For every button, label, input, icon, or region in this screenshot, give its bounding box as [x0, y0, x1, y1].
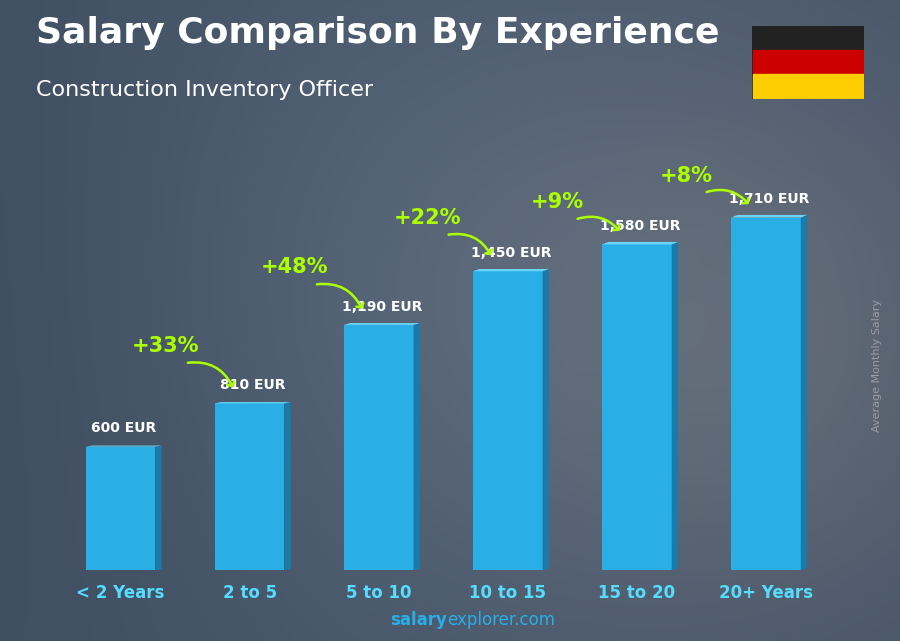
Text: 1,450 EUR: 1,450 EUR: [471, 246, 551, 260]
Polygon shape: [156, 445, 162, 570]
Text: explorer.com: explorer.com: [447, 612, 555, 629]
Bar: [86, 447, 156, 570]
Text: 1,710 EUR: 1,710 EUR: [729, 192, 809, 206]
Polygon shape: [86, 445, 162, 447]
Text: salary: salary: [391, 612, 447, 629]
Bar: [731, 217, 801, 570]
Bar: [752, 50, 863, 74]
Bar: [752, 26, 863, 50]
Text: +33%: +33%: [132, 336, 200, 356]
Text: 600 EUR: 600 EUR: [91, 421, 157, 435]
Polygon shape: [671, 242, 678, 570]
Text: 1,190 EUR: 1,190 EUR: [342, 299, 422, 313]
Bar: [215, 403, 284, 570]
Text: 1,580 EUR: 1,580 EUR: [599, 219, 680, 233]
FancyBboxPatch shape: [751, 24, 865, 101]
Text: +22%: +22%: [394, 208, 462, 228]
Text: Construction Inventory Officer: Construction Inventory Officer: [36, 80, 374, 100]
Bar: [472, 271, 543, 570]
Text: +9%: +9%: [530, 192, 583, 212]
Polygon shape: [215, 402, 291, 403]
Polygon shape: [344, 323, 419, 325]
Polygon shape: [731, 215, 807, 217]
Polygon shape: [284, 402, 291, 570]
Bar: [344, 325, 413, 570]
Polygon shape: [602, 242, 678, 244]
Text: 810 EUR: 810 EUR: [220, 378, 285, 392]
Text: Salary Comparison By Experience: Salary Comparison By Experience: [36, 16, 719, 50]
Bar: [602, 244, 671, 570]
Polygon shape: [543, 269, 549, 570]
Polygon shape: [472, 269, 549, 271]
Text: Average Monthly Salary: Average Monthly Salary: [872, 299, 883, 432]
Bar: [752, 74, 863, 98]
Polygon shape: [413, 323, 419, 570]
Text: +8%: +8%: [660, 165, 713, 186]
Polygon shape: [801, 215, 807, 570]
Text: +48%: +48%: [261, 258, 328, 278]
